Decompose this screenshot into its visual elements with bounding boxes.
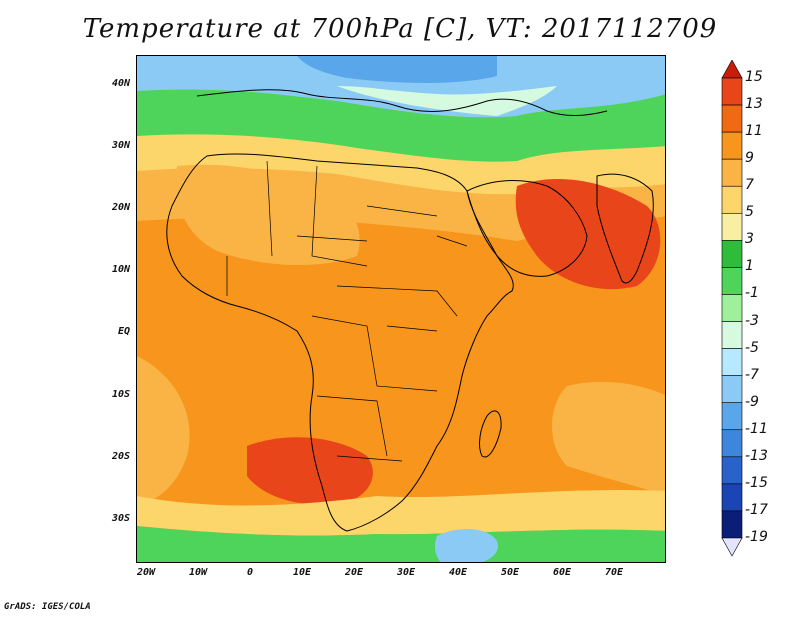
colorbar — [721, 60, 743, 557]
colorbar-label: 7 — [745, 177, 754, 194]
lon-label-10e: 10E — [292, 567, 312, 578]
light-blue-patch — [337, 86, 557, 116]
colorbar-label: 13 — [745, 96, 763, 113]
lon-label-10w: 10W — [188, 567, 208, 578]
europe-coastline — [196, 89, 608, 116]
lon-label-70e: 70E — [604, 567, 624, 578]
lat-label-20n: 20N — [111, 202, 130, 213]
colorbar-segment — [721, 267, 743, 295]
credit-text: GrADS: IGES/COLA — [4, 602, 91, 612]
colorbar-bottom-arrow — [721, 537, 743, 557]
colorbar-label: -19 — [745, 529, 768, 545]
arabia-coastline — [466, 180, 588, 277]
colorbar-label: -11 — [745, 420, 768, 437]
lat-label-40n: 40N — [111, 78, 130, 89]
country-borders — [226, 160, 468, 462]
colorbar-label: 11 — [745, 123, 763, 140]
lon-label-0: 0 — [246, 567, 254, 578]
colorbar-segment — [721, 240, 743, 268]
lat-label-10s: 10S — [111, 389, 130, 400]
sahara-light-region — [176, 164, 360, 266]
colorbar-label: -5 — [745, 339, 759, 356]
lat-label-eq: EQ — [117, 326, 130, 337]
colorbar-label: -15 — [745, 474, 768, 491]
colorbar-segment — [721, 77, 743, 106]
lon-label-30e: 30E — [396, 567, 416, 578]
lon-label-20w: 20W — [136, 567, 156, 578]
green-band-south — [137, 526, 665, 562]
africa-coastline — [166, 153, 514, 532]
colorbar-segment — [721, 510, 743, 539]
lat-label-30n: 30N — [111, 140, 130, 151]
colorbar-label: -7 — [745, 366, 759, 383]
colorbar-segment — [721, 212, 743, 241]
colorbar-segment — [721, 185, 743, 214]
colorbar-segment — [721, 294, 743, 322]
southern-africa-hot-region — [247, 437, 373, 505]
south-indian-light-region — [552, 381, 665, 496]
lon-label-40e: 40E — [448, 567, 468, 578]
colorbar-segment — [721, 104, 743, 133]
colorbar-segment — [721, 348, 743, 376]
green-band-north — [137, 89, 665, 166]
arabia-hot-region — [515, 178, 661, 290]
colorbar-label: 5 — [745, 204, 754, 221]
colorbar-label: 3 — [745, 231, 754, 248]
colorbar-segment — [721, 158, 743, 187]
lat-label-10n: 10N — [111, 264, 130, 275]
colorbar-label: 1 — [745, 258, 754, 275]
madagascar — [479, 410, 502, 458]
colorbar-segment — [721, 402, 743, 431]
south-atlantic-light-region — [137, 356, 190, 506]
colorbar-label: -3 — [745, 312, 759, 329]
lat-label-30s: 30S — [111, 513, 130, 524]
lon-label-60e: 60E — [552, 567, 572, 578]
pale-band-north — [137, 134, 665, 196]
temperature-map — [136, 55, 666, 563]
colorbar-segment — [721, 131, 743, 160]
colorbar-segment — [721, 429, 743, 458]
lon-label-20e: 20E — [344, 567, 364, 578]
chart-title: Temperature at 700hPa [C], VT: 201711270… — [82, 14, 718, 44]
map-canvas — [137, 56, 665, 562]
colorbar-label: -9 — [745, 393, 759, 410]
india-coastline — [596, 173, 654, 284]
lon-label-50e: 50E — [500, 567, 520, 578]
very-cold-patch — [297, 56, 497, 83]
colorbar-segment — [721, 483, 743, 512]
colorbar-label: -17 — [745, 501, 768, 518]
cold-patch-south — [434, 529, 498, 562]
colorbar-segment — [721, 456, 743, 485]
colorbar-segment — [721, 375, 743, 404]
cold-band-north — [137, 56, 665, 118]
colorbar-label: -1 — [745, 285, 759, 302]
lat-label-20s: 20S — [111, 451, 130, 462]
colorbar-label: -13 — [745, 447, 768, 464]
colorbar-segment — [721, 321, 743, 349]
colorbar-top-arrow — [721, 60, 743, 79]
colorbar-label: 9 — [745, 150, 754, 167]
pale-band-south — [137, 489, 665, 536]
colorbar-label: 15 — [745, 69, 763, 85]
